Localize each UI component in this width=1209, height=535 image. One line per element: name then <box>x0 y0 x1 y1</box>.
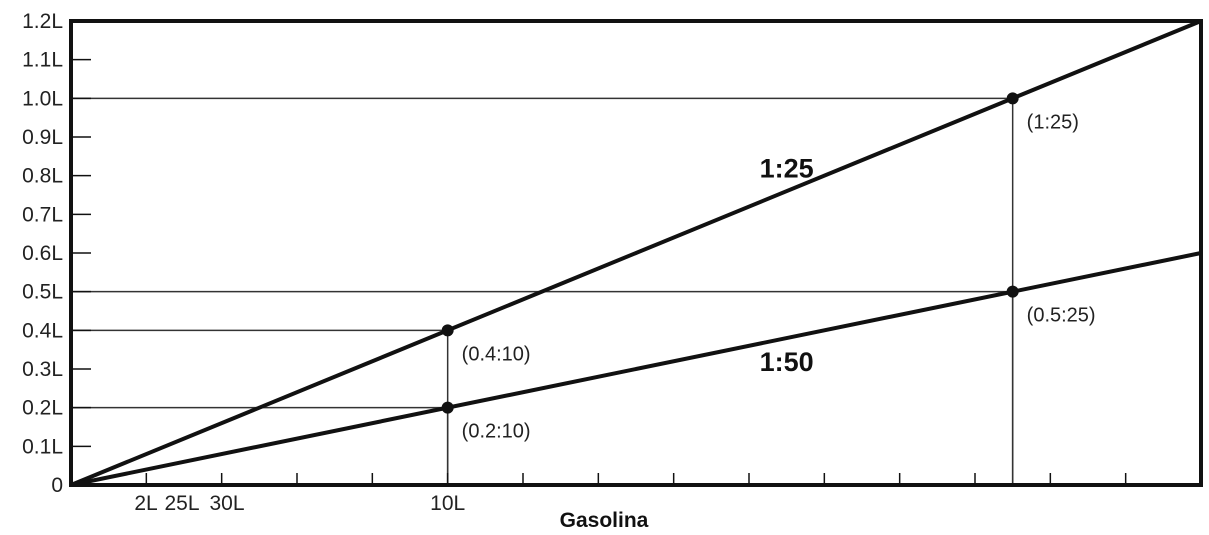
x-tick-label: 10L <box>430 492 465 515</box>
series-lines: 1:25 1:50 <box>70 19 1202 487</box>
x-tick-label: 30L <box>209 492 244 515</box>
data-point <box>441 324 454 337</box>
point-label: (0.2:10) <box>462 421 531 443</box>
y-tick-label: 1.1L <box>22 49 63 72</box>
y-tick-label: 0.3L <box>22 358 63 381</box>
x-tick-label: 2L <box>134 492 157 515</box>
x-tick-label: 25L <box>164 492 199 515</box>
series-line-1-25 <box>70 19 1202 487</box>
series-line-1-50 <box>70 251 1202 487</box>
y-tick-label: 1.0L <box>22 87 63 110</box>
y-tick-label: 0.4L <box>22 319 63 342</box>
x-axis-ticks: 2L 25L 30L 10L <box>134 473 1127 515</box>
series-label: 1:50 <box>760 347 814 377</box>
point-label: (0.5:25) <box>1027 305 1096 327</box>
point-label: (1:25) <box>1027 111 1079 133</box>
data-point <box>441 401 454 414</box>
data-points: (0.4:10) (0.2:10) (1:25) (0.5:25) <box>441 92 1096 443</box>
y-tick-label: 0.9L <box>22 126 63 149</box>
x-axis-title: Gasolina <box>560 509 649 532</box>
y-tick-label: 0.8L <box>22 165 63 188</box>
y-tick-label: 0.5L <box>22 281 63 304</box>
y-tick-label: 0.2L <box>22 397 63 420</box>
y-tick-label: 0.1L <box>22 435 63 458</box>
y-axis-ticks: 0 0.1L 0.2L 0.3L 0.4L 0.5L 0.6L 0.7L 0.8L 0.9L 1.0… <box>22 10 91 497</box>
y-tick-label: 0.6L <box>22 242 63 265</box>
y-tick-label: 0 <box>51 474 63 497</box>
data-point <box>1006 285 1019 298</box>
point-label: (0.4:10) <box>462 343 531 365</box>
data-point <box>1006 92 1019 105</box>
series-label: 1:25 <box>760 154 814 184</box>
y-tick-label: 0.7L <box>22 203 63 226</box>
y-tick-label: 1.2L <box>22 10 63 33</box>
